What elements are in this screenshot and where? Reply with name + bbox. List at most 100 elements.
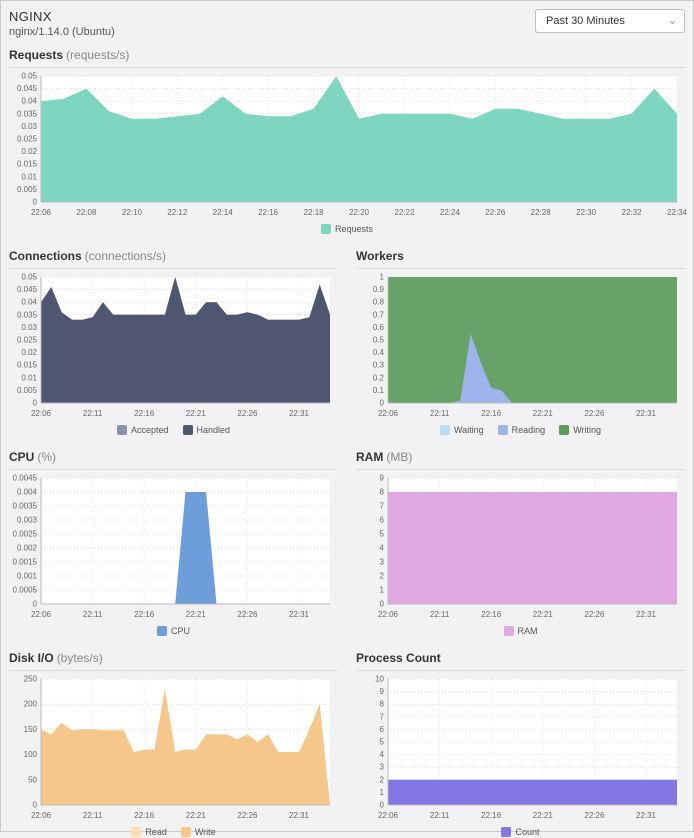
chart-title-row: RAM (MB) [356, 448, 685, 470]
header-titles: NGINX nginx/1.14.0 (Ubuntu) [9, 9, 115, 38]
svg-text:1: 1 [380, 586, 385, 595]
svg-text:150: 150 [24, 725, 38, 734]
time-range-value: Past 30 Minutes [546, 15, 625, 27]
chart-canvas-requests: 0 0.005 0.01 0.015 0.02 0.025 0.03 0.035 0.04 0.0… [17, 72, 688, 218]
svg-text:0.1: 0.1 [373, 386, 385, 395]
svg-text:22:11: 22:11 [83, 811, 103, 820]
svg-text:0: 0 [33, 600, 38, 609]
svg-text:2: 2 [380, 572, 385, 581]
chart-unit: (%) [37, 450, 57, 464]
chart-panel-cpu: CPU (%) 0 0.0005 0.001 0.0015 0.002 0.0025 0.00… [9, 448, 338, 637]
legend-swatch [559, 424, 570, 435]
svg-text:22:30: 22:30 [576, 208, 597, 217]
svg-text:0: 0 [33, 399, 38, 408]
legend-label: Handled [196, 424, 231, 435]
svg-text:0.0035: 0.0035 [13, 502, 38, 511]
chart-title: Process Count [356, 651, 441, 665]
svg-text:0.05: 0.05 [21, 273, 37, 282]
svg-text:0.01: 0.01 [21, 172, 37, 181]
svg-text:22:21: 22:21 [186, 610, 207, 619]
svg-text:22:11: 22:11 [430, 610, 450, 619]
app-subtitle: nginx/1.14.0 (Ubuntu) [9, 26, 115, 38]
chart-canvas-connections: 0 0.005 0.01 0.015 0.02 0.025 0.03 0.035 0.04 0.0… [17, 273, 330, 418]
chart-unit: (requests/s) [66, 48, 130, 62]
svg-text:22:31: 22:31 [289, 409, 310, 418]
chart-title: Workers [356, 249, 404, 263]
chart-canvas-ram: 0 1 2 3 4 5 6 7 8 9 22:06 22:11 22:16 22:21 22:26 22:31 [378, 474, 677, 619]
chart-canvas-process: 0 1 2 3 4 5 6 7 8 9 10 22:06 22:11 22:16 22:21 22:26 22:… [375, 675, 677, 820]
header: NGINX nginx/1.14.0 (Ubuntu) Past 30 Minu… [9, 9, 685, 38]
svg-text:0: 0 [33, 801, 38, 810]
svg-text:0.005: 0.005 [17, 185, 38, 194]
legend-swatch [439, 424, 450, 435]
legend-swatch [116, 424, 127, 435]
svg-text:0.0005: 0.0005 [13, 586, 38, 595]
legend-label: Reading [511, 424, 546, 435]
svg-text:6: 6 [380, 725, 385, 734]
legend-label: Requests [334, 223, 374, 234]
svg-text:100: 100 [24, 750, 38, 759]
legend-swatch [156, 625, 167, 636]
svg-text:0.015: 0.015 [17, 160, 38, 169]
chart-title: CPU [9, 450, 35, 464]
chart-canvas-cpu: 0 0.0005 0.001 0.0015 0.002 0.0025 0.003 0.0035… [13, 474, 330, 619]
svg-text:22:22: 22:22 [394, 208, 415, 217]
legend-label: RAM [517, 625, 538, 636]
chart-canvas-disk: 0 50 100 150 200 250 22:06 22:11 22:16 22:21 22:26… [24, 675, 330, 820]
svg-text:0.025: 0.025 [17, 336, 38, 345]
svg-text:22:06: 22:06 [378, 409, 399, 418]
svg-text:22:28: 22:28 [531, 208, 552, 217]
svg-text:22:21: 22:21 [186, 811, 207, 820]
svg-text:9: 9 [380, 687, 385, 696]
chart-title: RAM [356, 450, 384, 464]
svg-text:22:06: 22:06 [31, 610, 52, 619]
chart-legend: Requests [9, 222, 685, 235]
svg-text:22:26: 22:26 [237, 811, 258, 820]
svg-text:22:26: 22:26 [584, 409, 605, 418]
svg-text:1: 1 [380, 788, 385, 797]
chart-title-row: Workers [356, 247, 685, 269]
svg-text:22:11: 22:11 [430, 811, 450, 820]
legend-swatch [503, 625, 514, 636]
chart-title-row: Connections (connections/s) [9, 247, 338, 269]
svg-text:0: 0 [380, 801, 385, 810]
svg-text:0.04: 0.04 [21, 97, 37, 106]
legend-item-waiting: Waiting [439, 424, 484, 435]
svg-text:8: 8 [380, 488, 385, 497]
svg-text:0.035: 0.035 [17, 310, 38, 319]
svg-text:22:10: 22:10 [122, 208, 143, 217]
chart-canvas-workers: 0 0.1 0.2 0.3 0.4 0.5 0.6 0.7 0.8 0.9 1 22:06 22:11 2… [373, 273, 677, 418]
chart-legend: Accepted Handled [9, 423, 338, 436]
chart-unit: (MB) [386, 450, 413, 464]
svg-text:22:21: 22:21 [533, 409, 554, 418]
svg-text:22:26: 22:26 [237, 610, 258, 619]
svg-text:22:31: 22:31 [289, 610, 310, 619]
svg-text:22:20: 22:20 [349, 208, 370, 217]
svg-text:22:11: 22:11 [430, 409, 450, 418]
svg-text:22:16: 22:16 [481, 811, 502, 820]
svg-text:22:12: 22:12 [167, 208, 188, 217]
svg-text:3: 3 [380, 763, 385, 772]
chart-panel-connections: Connections (connections/s) 0 0.005 0.01 0.0… [9, 247, 338, 436]
legend-label: Accepted [130, 424, 169, 435]
svg-text:22:16: 22:16 [134, 610, 155, 619]
legend-label: Writing [573, 424, 602, 435]
svg-text:22:24: 22:24 [440, 208, 461, 217]
svg-text:22:18: 22:18 [304, 208, 325, 217]
chart-title-row: Requests (requests/s) [9, 46, 685, 68]
svg-text:22:16: 22:16 [481, 610, 502, 619]
svg-text:7: 7 [380, 712, 385, 721]
chart-legend: CPU [9, 624, 338, 637]
chart-title-row: Disk I/O (bytes/s) [9, 649, 338, 671]
svg-text:22:26: 22:26 [485, 208, 506, 217]
svg-text:250: 250 [24, 675, 38, 684]
svg-text:22:06: 22:06 [378, 610, 399, 619]
svg-text:0.05: 0.05 [21, 72, 37, 81]
svg-text:0.045: 0.045 [17, 84, 38, 93]
svg-text:22:16: 22:16 [481, 409, 502, 418]
time-range-select[interactable]: Past 30 Minutes ⌄ [535, 9, 685, 33]
svg-text:0.3: 0.3 [373, 361, 385, 370]
legend-item-ram: RAM [503, 625, 538, 636]
svg-text:0.02: 0.02 [21, 348, 37, 357]
svg-text:0.002: 0.002 [17, 544, 38, 553]
